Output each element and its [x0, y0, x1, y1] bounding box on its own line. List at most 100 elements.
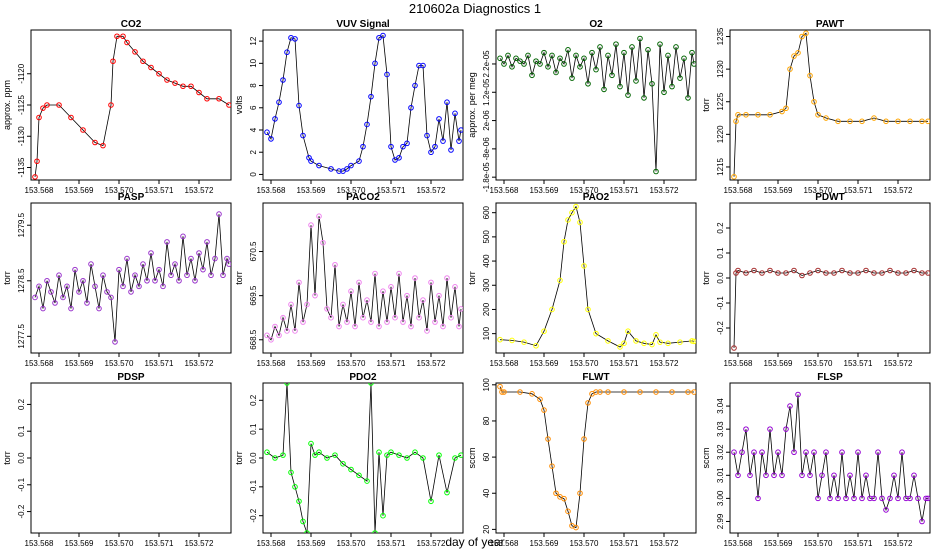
- pdwt-data-point: [735, 267, 741, 274]
- pasp-data-point: [136, 283, 142, 290]
- pasp-data-point: [92, 283, 98, 290]
- pdo2-x-tick-label: 153.572: [417, 539, 446, 548]
- pasp-data-point: [144, 277, 150, 284]
- pao2-x-tick-label: 153.571: [610, 359, 639, 368]
- o2-data-point: [545, 63, 551, 70]
- co2-data-point: [80, 127, 86, 133]
- paco2-title: PACO2: [346, 192, 380, 203]
- pdo2-data-point: [356, 472, 362, 479]
- pawt-y-axis-label: torr: [701, 98, 711, 112]
- pao2-data-point: [573, 203, 579, 210]
- pasp-data-point: [172, 261, 178, 267]
- co2-y-tick-label: -1120: [17, 63, 26, 83]
- flwt-data-point: [537, 396, 543, 403]
- pdwt-data-point: [895, 270, 901, 276]
- flwt-x-tick-label: 153.569: [530, 539, 559, 548]
- pdo2-x-tick-label: 153.568: [257, 539, 286, 548]
- pasp-data-point: [100, 272, 106, 279]
- o2-data-point: [657, 41, 663, 47]
- pawt-data-point: [815, 111, 821, 118]
- vuv-signal-data-point: [432, 143, 438, 150]
- pdwt-plot-frame: [729, 202, 931, 354]
- pawt-data-point: [847, 118, 853, 125]
- pawt-data-point: [791, 53, 797, 59]
- co2-data-point: [132, 49, 138, 55]
- flsp-data-point: [911, 472, 917, 479]
- flsp-data-point: [807, 472, 813, 479]
- flsp-data-point: [875, 449, 881, 456]
- vuv-signal-data-point: [364, 121, 370, 128]
- vuv-signal-data-point: [412, 82, 418, 89]
- pasp-data-point: [200, 266, 206, 273]
- pasp-series-line: [34, 214, 230, 342]
- co2-data-point: [172, 80, 178, 86]
- pasp-data-point: [32, 294, 38, 301]
- pdsp-y-tick-label: -0.2: [17, 504, 26, 518]
- flwt-data-point: [565, 508, 571, 515]
- o2-y-tick-label: 2e-06: [482, 110, 491, 131]
- panel-paco2: PACO2 153.568 153.569 153.570 153.571 153.572…: [234, 192, 464, 368]
- paco2-data-point: [348, 288, 354, 295]
- vuv-signal-data-point: [344, 166, 350, 172]
- o2-data-point: [573, 52, 579, 59]
- flsp-data-point: [835, 495, 841, 502]
- panel-flsp: FLSP 153.568 153.569 153.570 153.571 153.572 2…: [701, 372, 931, 548]
- o2-data-point: [509, 63, 515, 70]
- pasp-x-tick-label: 153.569: [65, 359, 94, 368]
- pdo2-data-point: [458, 452, 463, 458]
- paco2-y-axis-label: torr: [234, 271, 244, 285]
- co2-data-point: [56, 102, 62, 108]
- pdsp-y-tick-label: 0.1: [17, 425, 26, 437]
- co2-data-point: [100, 142, 106, 149]
- pdwt-data-point: [925, 270, 930, 276]
- pao2-y-tick-label: 500: [482, 230, 491, 244]
- flwt-x-tick-label: 153.571: [610, 539, 639, 548]
- o2-data-point: [537, 61, 543, 67]
- pawt-x-tick-label: 153.570: [804, 186, 833, 195]
- pao2-data-point: [509, 337, 515, 344]
- o2-plot-frame: [495, 29, 697, 181]
- pasp-data-point: [64, 283, 70, 290]
- pao2-data-point: [653, 332, 659, 338]
- o2-data-point: [569, 75, 575, 81]
- pasp-data-point: [112, 339, 118, 345]
- flwt-data-point: [621, 389, 627, 395]
- pdwt-data-point: [759, 270, 765, 276]
- pasp-data-point: [140, 261, 146, 267]
- paco2-data-point: [344, 319, 350, 325]
- pdwt-data-point: [823, 270, 829, 276]
- flsp-data-point: [883, 507, 889, 513]
- o2-data-point: [597, 44, 603, 50]
- pdo2-data-point: [264, 449, 270, 456]
- pasp-y-tick-label: 1279.5: [17, 212, 26, 237]
- co2-series-line: [34, 35, 230, 177]
- pdwt-x-tick-label: 153.570: [804, 359, 833, 368]
- pdo2-y-tick-label: -0.1: [249, 479, 258, 493]
- flsp-data-point: [771, 472, 777, 479]
- o2-data-point: [501, 61, 507, 67]
- pdo2-data-point: [436, 452, 442, 458]
- pasp-data-point: [184, 272, 190, 279]
- paco2-data-point: [280, 314, 286, 321]
- pdwt-data-point: [887, 267, 893, 274]
- co2-title: CO2: [121, 19, 142, 30]
- paco2-y-tick-label: 670.5: [249, 241, 258, 262]
- pdo2-data-point: [300, 518, 306, 525]
- pasp-data-point: [224, 255, 230, 262]
- o2-x-tick-label: 153.572: [650, 186, 679, 195]
- pdo2-data-point: [404, 455, 410, 461]
- panel-o2: O2 153.568 153.569 153.570 153.571 153.572 -1.…: [467, 19, 697, 195]
- pasp-data-point: [116, 266, 122, 273]
- flwt-series-line: [499, 386, 694, 529]
- vuv-signal-data-point: [420, 62, 426, 69]
- co2-data-point: [68, 114, 74, 121]
- paco2-data-point: [424, 328, 430, 334]
- panel-vuv-signal: VUV Signal 153.568 153.569 153.570 153.571 15…: [234, 19, 464, 195]
- vuv-signal-data-point: [436, 116, 442, 122]
- vuv-signal-data-point: [404, 140, 410, 147]
- pdsp-y-tick-label: 0.2: [17, 398, 26, 410]
- flwt-data-point: [581, 436, 587, 442]
- paco2-data-point: [284, 328, 290, 334]
- pasp-data-point: [40, 305, 46, 312]
- pdo2-title: PDO2: [349, 372, 377, 383]
